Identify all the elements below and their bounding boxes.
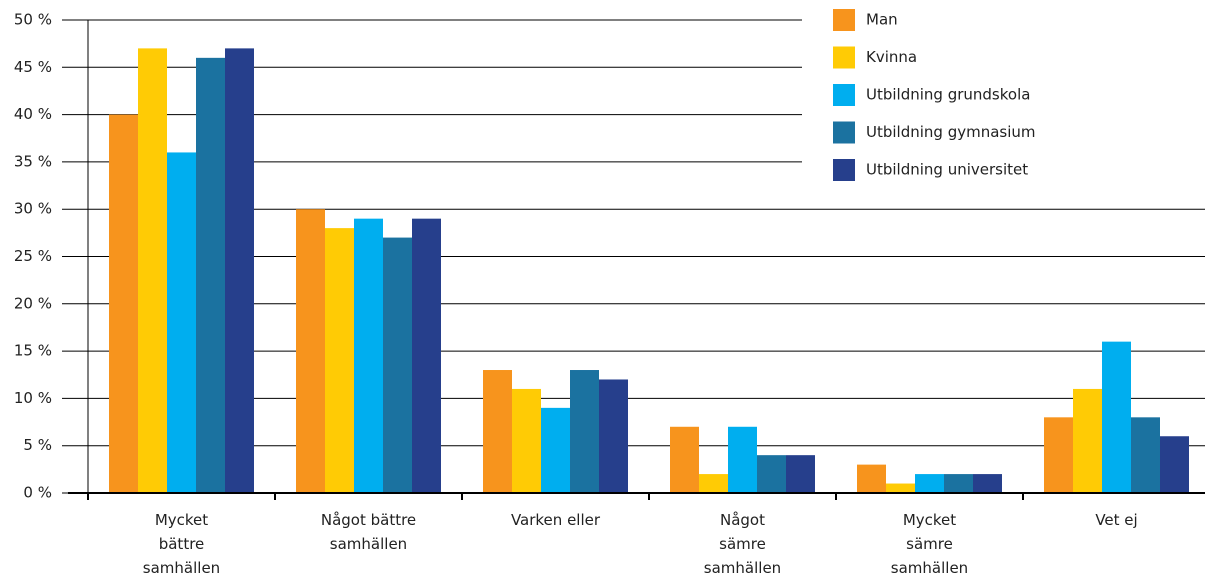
- bar: [1073, 388, 1102, 493]
- bar: [1160, 436, 1189, 493]
- bar: [1131, 417, 1160, 493]
- legend-box: [802, 0, 1205, 196]
- bar: [541, 407, 570, 493]
- bar: [483, 370, 512, 493]
- bar: [296, 209, 325, 493]
- bar: [354, 218, 383, 493]
- bar: [944, 474, 973, 493]
- bar: [196, 57, 225, 494]
- bar: [167, 152, 196, 493]
- bar: [757, 455, 786, 493]
- y-tick-label: 15 %: [14, 342, 52, 360]
- x-tick-label: Vet ej: [1095, 511, 1138, 529]
- bar: [109, 114, 138, 493]
- y-tick-label: 40 %: [14, 105, 52, 123]
- legend-label: Utbildning universitet: [866, 161, 1028, 179]
- legend-label: Utbildning grundskola: [866, 86, 1030, 104]
- bar: [383, 237, 412, 493]
- legend-swatch: [833, 121, 855, 144]
- bar: [412, 218, 441, 493]
- bar: [786, 455, 815, 493]
- bar: [138, 48, 167, 493]
- bar: [915, 474, 944, 493]
- bar: [225, 48, 254, 493]
- x-tick-label: Varken eller: [510, 511, 601, 529]
- y-tick-label: 25 %: [14, 247, 52, 265]
- legend-label: Man: [866, 11, 898, 29]
- legend-swatch: [833, 159, 855, 181]
- legend-swatch: [833, 46, 855, 69]
- y-tick-label: 45 %: [14, 58, 52, 76]
- legend-swatch: [833, 84, 855, 106]
- legend-label: Utbildning gymnasium: [866, 123, 1036, 141]
- legend-swatch: [833, 9, 855, 31]
- bar: [512, 388, 541, 493]
- y-tick-label: 30 %: [14, 200, 52, 218]
- bar: [886, 483, 915, 493]
- y-tick-label: 10 %: [14, 389, 52, 407]
- bar: [570, 370, 599, 493]
- bar: [1044, 417, 1073, 493]
- x-tick-label: Mycket sämre samhällen: [890, 511, 969, 577]
- bar: [728, 426, 757, 493]
- x-tick-label: Något sämre samhällen: [703, 511, 782, 577]
- y-tick-label: 0 %: [23, 484, 52, 502]
- bar: [599, 379, 628, 493]
- y-tick-label: 20 %: [14, 294, 52, 312]
- x-tick-label: Mycket bättre samhällen: [142, 511, 221, 577]
- y-tick-label: 5 %: [23, 436, 52, 454]
- bar: [1102, 341, 1131, 493]
- bar: [670, 426, 699, 493]
- y-tick-label: 35 %: [14, 152, 52, 170]
- legend-label: Kvinna: [866, 48, 917, 66]
- bar: [857, 464, 886, 493]
- x-tick-label: Något bättre samhällen: [320, 511, 417, 553]
- bar: [325, 228, 354, 493]
- bar: [973, 474, 1002, 493]
- bar: [699, 474, 728, 493]
- y-tick-label: 50 %: [14, 11, 52, 29]
